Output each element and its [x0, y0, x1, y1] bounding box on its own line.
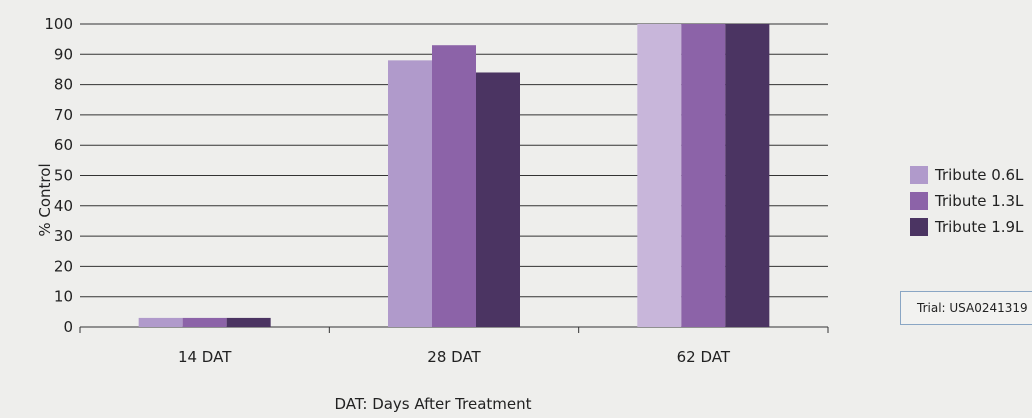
y-tick-label: 10: [54, 288, 73, 306]
y-tick-label: 100: [44, 15, 73, 33]
x-tick-label: 28 DAT: [427, 348, 481, 366]
y-tick-label: 70: [54, 106, 73, 124]
y-tick-label: 60: [54, 136, 73, 154]
x-axis: 14 DAT 28 DAT 62 DAT: [79, 327, 829, 366]
legend: Tribute 0.6L Tribute 1.3L Tribute 1.9L: [910, 162, 1023, 240]
bar: [138, 317, 183, 327]
legend-label: Tribute 1.9L: [935, 218, 1024, 236]
legend-item: Tribute 1.9L: [910, 214, 1023, 240]
y-axis-title: % Control: [36, 163, 54, 236]
y-tick-label: 50: [54, 167, 73, 185]
legend-label: Tribute 0.6L: [935, 166, 1024, 184]
y-tick-label: 0: [63, 318, 73, 336]
legend-item: Tribute 0.6L: [910, 162, 1023, 188]
bar: [432, 45, 476, 328]
bar: [226, 317, 271, 327]
y-tick-label: 40: [54, 197, 73, 215]
legend-item: Tribute 1.3L: [910, 188, 1023, 214]
y-tick-label: 20: [54, 257, 73, 275]
bars: [138, 24, 770, 328]
x-tick-label: 14 DAT: [178, 348, 232, 366]
bar: [637, 24, 682, 327]
trial-annotation: Trial: USA0241319: [900, 291, 1032, 325]
x-tick-label: 62 DAT: [677, 348, 731, 366]
y-tick-label: 30: [54, 227, 73, 245]
legend-swatch: [910, 218, 928, 236]
bar: [725, 24, 770, 327]
y-tick-label: 80: [54, 76, 73, 94]
bar: [476, 72, 520, 327]
bar: [681, 24, 726, 327]
legend-label: Tribute 1.3L: [935, 192, 1024, 210]
bar: [388, 60, 432, 328]
legend-swatch: [910, 166, 928, 184]
x-axis-title: DAT: Days After Treatment: [334, 395, 531, 413]
legend-swatch: [910, 192, 928, 210]
bar: [182, 317, 227, 327]
y-tick-labels: 0 10 20 30 40 50 60 70 80 90 100: [44, 15, 73, 336]
y-tick-label: 90: [54, 45, 73, 63]
